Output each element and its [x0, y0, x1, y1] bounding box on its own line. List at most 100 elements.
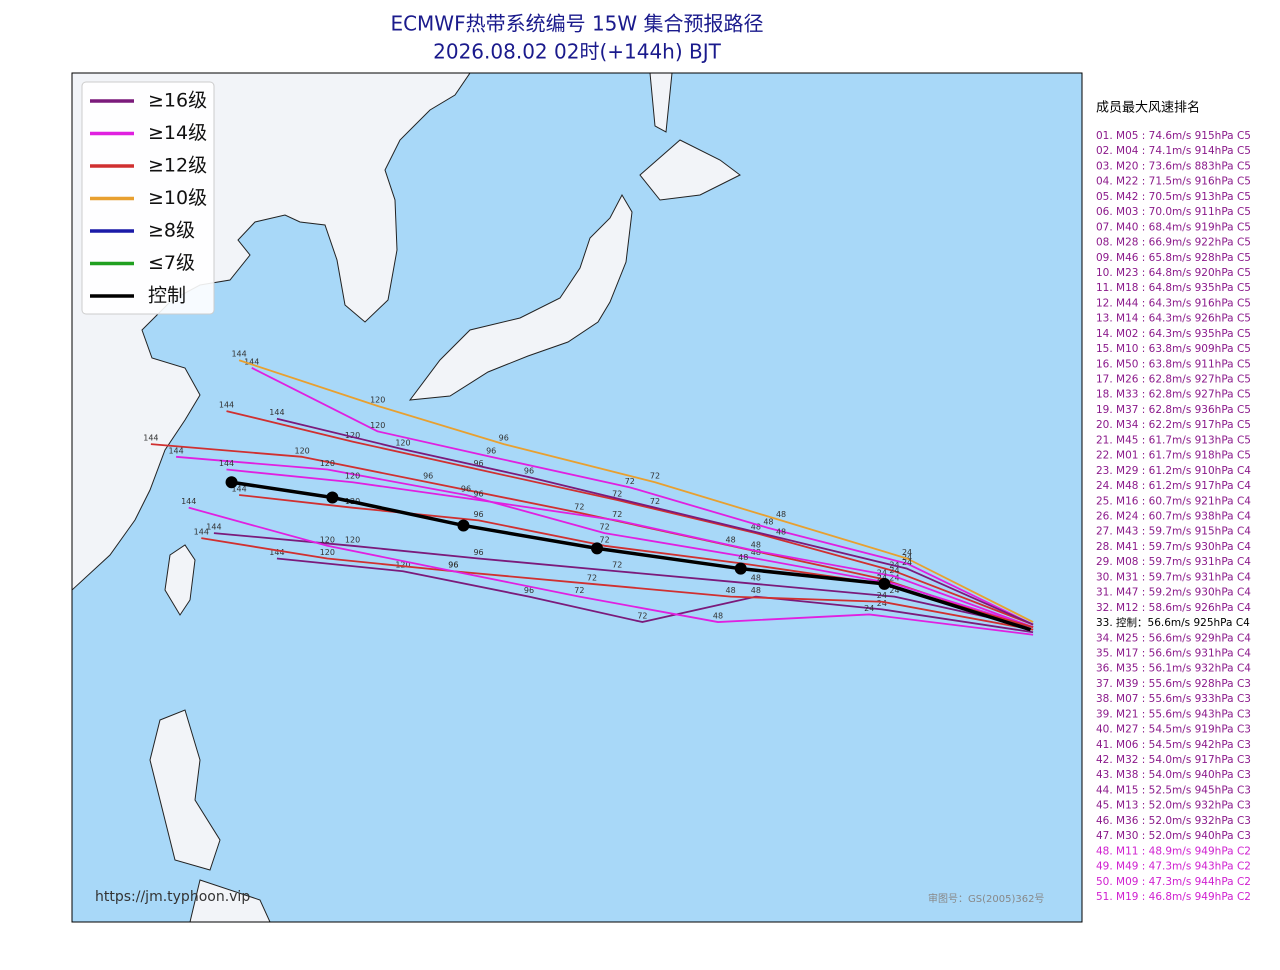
control-point [225, 476, 238, 489]
hour-label: 96 [486, 446, 496, 455]
hour-label: 72 [650, 472, 660, 481]
ranking-item: 10. M23 : 64.8m/s 920hPa C5 [1096, 267, 1251, 279]
ranking-item: 03. M20 : 73.6m/s 883hPa C5 [1096, 160, 1251, 172]
title: ECMWF热带系统编号 15W 集合预报路径 [390, 12, 763, 36]
hour-label: 120 [320, 535, 335, 544]
ranking-item: 25. M16 : 60.7m/s 921hPa C4 [1096, 495, 1251, 507]
ranking-item: 16. M50 : 63.8m/s 911hPa C5 [1096, 358, 1251, 370]
ranking-item: 41. M06 : 54.5m/s 942hPa C3 [1096, 739, 1251, 751]
ranking-item: 22. M01 : 61.7m/s 918hPa C5 [1096, 450, 1251, 462]
legend-label: ≥10级 [148, 187, 207, 209]
hour-label: 72 [600, 535, 610, 544]
hour-label: 48 [726, 535, 736, 544]
member-track [188, 506, 1034, 636]
hour-label: 48 [751, 573, 761, 582]
control-point [734, 562, 747, 575]
hour-label: 96 [473, 510, 483, 519]
hour-label: 144 [244, 357, 259, 366]
ranking-item: 13. M14 : 64.3m/s 926hPa C5 [1096, 313, 1251, 325]
hour-label: 72 [625, 477, 635, 486]
ranking-item: 39. M21 : 55.6m/s 943hPa C3 [1096, 708, 1251, 720]
ranking-item: 30. M31 : 59.7m/s 931hPa C4 [1096, 571, 1251, 583]
hour-label: 144 [206, 523, 221, 532]
hour-label: 48 [763, 518, 773, 527]
ranking-item: 29. M08 : 59.7m/s 931hPa C4 [1096, 556, 1251, 568]
member-track [201, 537, 1034, 631]
ranking-item: 37. M39 : 55.6m/s 928hPa C3 [1096, 678, 1251, 690]
hour-label: 120 [370, 421, 385, 430]
ranking-item: 36. M35 : 56.1m/s 932hPa C4 [1096, 663, 1251, 675]
hour-label: 96 [448, 561, 458, 570]
ranking-item: 50. M09 : 47.3m/s 944hPa C2 [1096, 876, 1251, 888]
legend-label: ≥12级 [148, 155, 207, 177]
ranking-item: 01. M05 : 74.6m/s 915hPa C5 [1096, 130, 1251, 142]
hour-label: 72 [637, 612, 647, 621]
hour-label: 48 [751, 548, 761, 557]
hour-label: 72 [612, 561, 622, 570]
hour-label: 144 [181, 497, 196, 506]
hour-label: 144 [194, 528, 209, 537]
member-track [276, 417, 1034, 626]
control-point [457, 519, 470, 532]
ranking-item: 09. M46 : 65.8m/s 928hPa C5 [1096, 252, 1251, 264]
member-track [251, 367, 1034, 626]
hour-label: 48 [776, 510, 786, 519]
ranking-item: 15. M10 : 63.8m/s 909hPa C5 [1096, 343, 1251, 355]
ranking-item: 38. M07 : 55.6m/s 933hPa C3 [1096, 693, 1251, 705]
ranking-item: 23. M29 : 61.2m/s 910hPa C4 [1096, 465, 1251, 477]
ranking-item: 24. M48 : 61.2m/s 917hPa C4 [1096, 480, 1251, 492]
ranking-item: 04. M22 : 71.5m/s 916hPa C5 [1096, 176, 1251, 188]
hour-label: 96 [473, 548, 483, 557]
hour-label: 24 [877, 568, 887, 577]
hour-label: 24 [889, 566, 899, 575]
hour-label: 144 [269, 548, 284, 557]
hour-label: 96 [461, 484, 471, 493]
hour-label: 96 [524, 586, 534, 595]
legend-label: 控制 [148, 285, 186, 307]
hour-label: 24 [889, 586, 899, 595]
ranking-item: 27. M43 : 59.7m/s 915hPa C4 [1096, 526, 1251, 538]
member-track [276, 557, 1034, 634]
hour-label: 96 [473, 459, 483, 468]
hour-label: 96 [423, 472, 433, 481]
ranking-item: 46. M36 : 52.0m/s 932hPa C3 [1096, 815, 1251, 827]
hour-label: 48 [751, 586, 761, 595]
ranking-item: 21. M45 : 61.7m/s 913hPa C5 [1096, 434, 1251, 446]
hour-label: 72 [587, 573, 597, 582]
hour-label: 72 [574, 586, 584, 595]
hour-label: 120 [320, 459, 335, 468]
control-point [878, 577, 891, 590]
legend-label: ≥16级 [148, 90, 207, 112]
hour-label: 120 [320, 548, 335, 557]
hour-label: 48 [726, 586, 736, 595]
hour-label: 48 [751, 540, 761, 549]
ranking-item: 18. M33 : 62.8m/s 927hPa C5 [1096, 389, 1251, 401]
control-point [591, 542, 604, 555]
ranking-item: 11. M18 : 64.8m/s 935hPa C5 [1096, 282, 1251, 294]
ranking-item: 48. M11 : 48.9m/s 949hPa C2 [1096, 845, 1251, 857]
ranking-item: 44. M15 : 52.5m/s 945hPa C3 [1096, 784, 1251, 796]
hour-label: 96 [473, 490, 483, 499]
ranking-item: 47. M30 : 52.0m/s 940hPa C3 [1096, 830, 1251, 842]
legend-box [81, 81, 215, 315]
ranking-item: 02. M04 : 74.1m/s 914hPa C5 [1096, 145, 1251, 157]
ranking-item: 42. M32 : 54.0m/s 917hPa C3 [1096, 754, 1251, 766]
ranking-item: 33. 控制：56.6m/s 925hPa C4 [1096, 616, 1250, 629]
ranking-item: 32. M12 : 58.6m/s 926hPa C4 [1096, 602, 1251, 614]
member-track [226, 468, 1034, 628]
ranking-item: 14. M02 : 64.3m/s 935hPa C5 [1096, 328, 1251, 340]
hour-label: 48 [738, 553, 748, 562]
hour-label: 120 [345, 472, 360, 481]
hour-label: 72 [650, 497, 660, 506]
hour-label: 24 [864, 604, 874, 613]
ranking-item: 34. M25 : 56.6m/s 929hPa C4 [1096, 632, 1251, 644]
ranking-item: 35. M17 : 56.6m/s 931hPa C4 [1096, 647, 1251, 659]
hour-label: 96 [524, 467, 534, 476]
ranking-item: 05. M42 : 70.5m/s 913hPa C5 [1096, 191, 1251, 203]
hour-label: 120 [395, 439, 410, 448]
hour-label: 48 [751, 523, 761, 532]
ranking-item: 43. M38 : 54.0m/s 940hPa C3 [1096, 769, 1251, 781]
ranking-item: 08. M28 : 66.9m/s 922hPa C5 [1096, 237, 1251, 249]
hour-label: 144 [168, 446, 183, 455]
legend-label: ≤7级 [148, 252, 195, 274]
